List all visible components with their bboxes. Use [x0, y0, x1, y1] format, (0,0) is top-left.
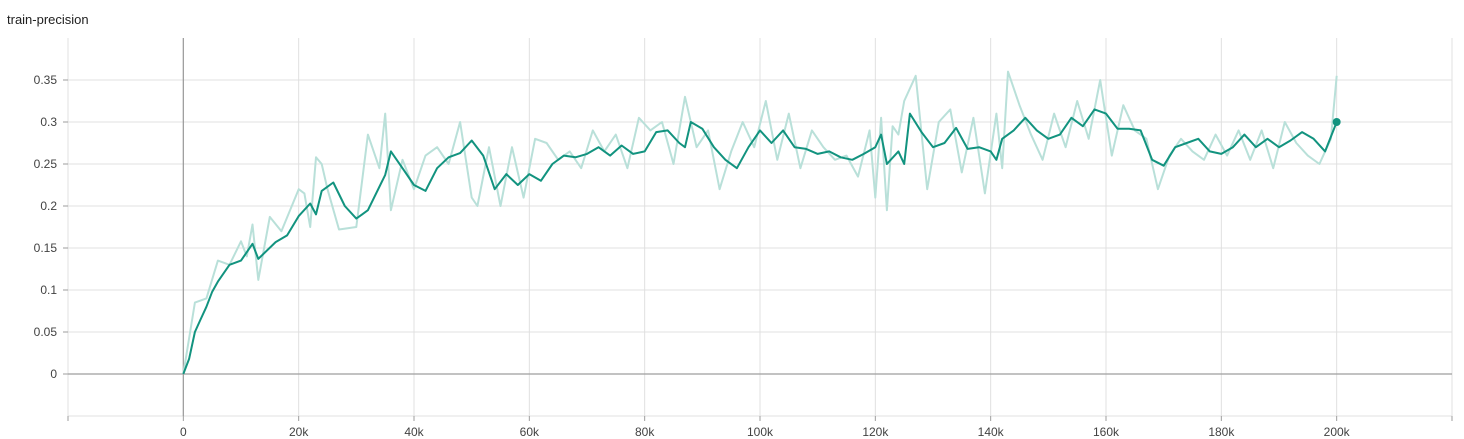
x-tick-label: 140k [978, 425, 1005, 439]
y-tick-label: 0.25 [34, 157, 58, 171]
y-tick-label: 0 [50, 367, 57, 381]
x-tick-label: 40k [404, 425, 424, 439]
axes-layer [63, 38, 1453, 421]
x-tick-label: 160k [1093, 425, 1120, 439]
y-tick-label: 0.3 [40, 115, 57, 129]
x-tick-label: 200k [1324, 425, 1351, 439]
y-tick-label: 0.35 [34, 73, 58, 87]
smoothed-series-line [182, 108, 1338, 375]
x-tick-label: 60k [520, 425, 540, 439]
x-tick-label: 20k [289, 425, 309, 439]
tick-labels-layer: 0 20k 40k 60k 80k 100k 120k 140k 160k 180k 200k 0 0.… [34, 73, 1351, 439]
y-tick-label: 0.1 [40, 283, 57, 297]
x-tick-label: 120k [862, 425, 889, 439]
last-point-marker [1332, 118, 1341, 126]
x-tick-label: 180k [1208, 425, 1235, 439]
raw-series-line [182, 70, 1338, 375]
y-tick-label: 0.2 [40, 199, 57, 213]
chart-title: train-precision [7, 12, 89, 27]
x-tick-label: 100k [747, 425, 774, 439]
y-tick-label: 0.15 [34, 241, 58, 255]
series-layer [182, 70, 1341, 375]
y-tick-label: 0.05 [34, 325, 58, 339]
grid-layer [67, 38, 1453, 417]
x-tick-label: 0 [180, 425, 187, 439]
x-tick-label: 80k [635, 425, 655, 439]
